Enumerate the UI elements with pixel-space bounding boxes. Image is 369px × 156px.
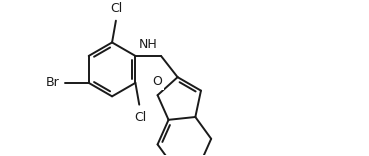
Text: NH: NH xyxy=(139,38,158,51)
Text: O: O xyxy=(153,76,162,88)
Text: Br: Br xyxy=(46,76,60,89)
Text: Cl: Cl xyxy=(111,2,123,15)
Text: Cl: Cl xyxy=(134,111,146,124)
